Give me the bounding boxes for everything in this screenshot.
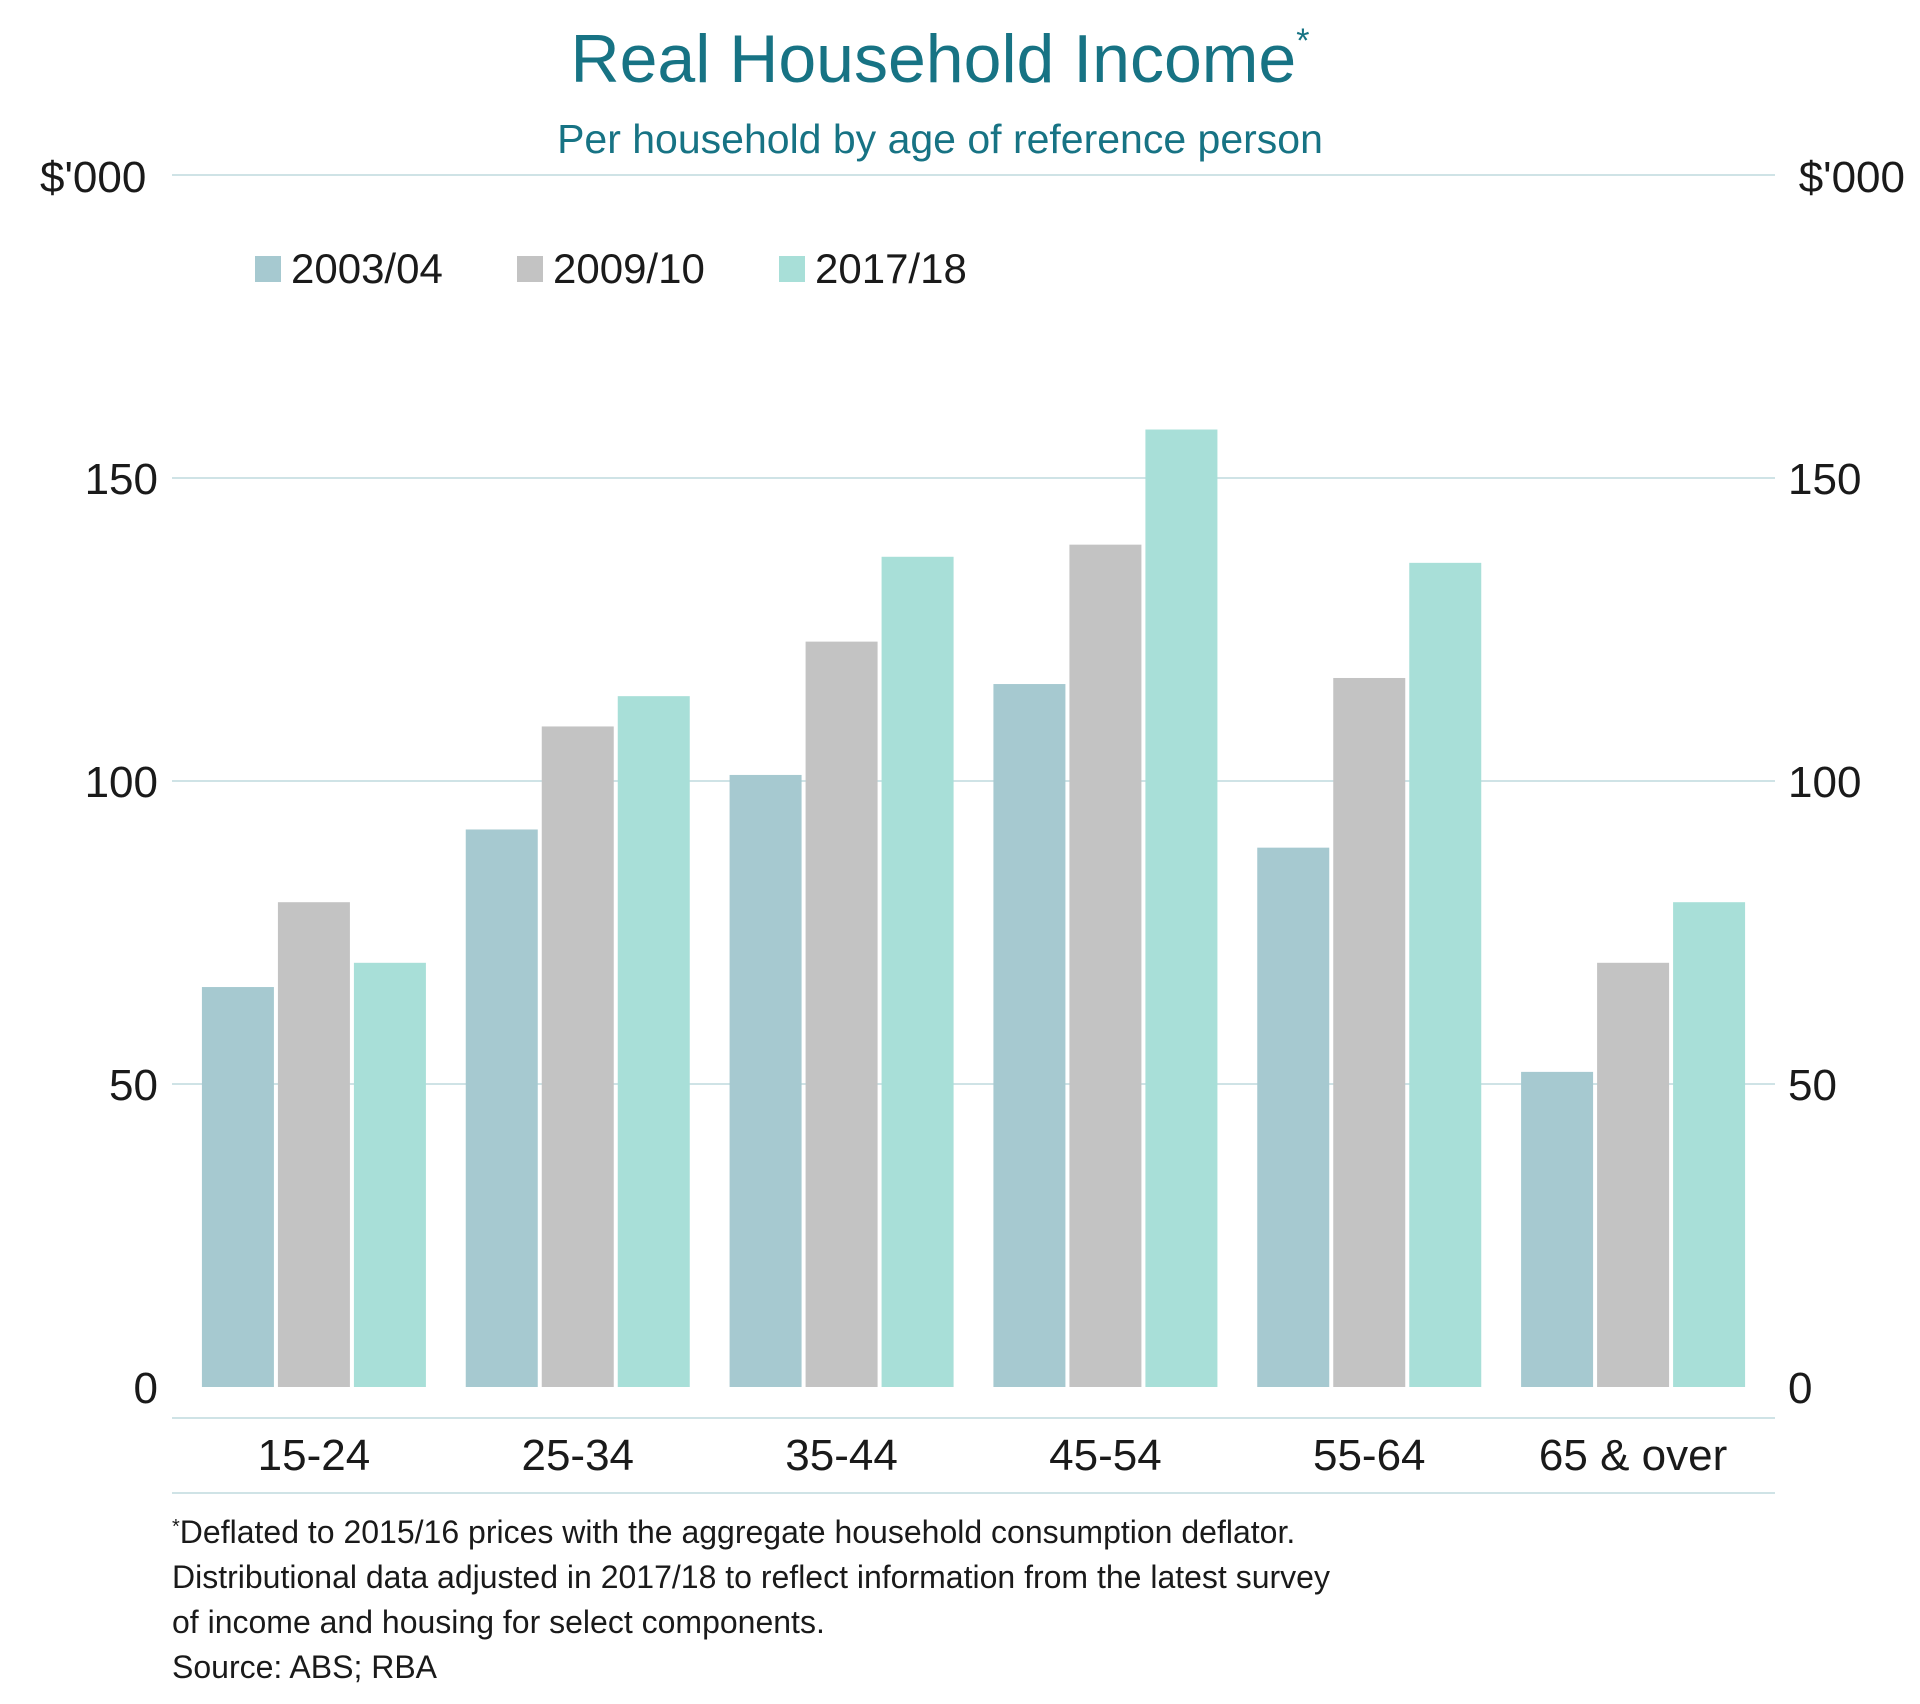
x-tick-label: 25-34 — [521, 1431, 634, 1480]
bar-45-54-2009-10 — [1069, 544, 1142, 1387]
bar-35-44-2017-18 — [881, 556, 954, 1387]
legend-swatch-2009-10 — [517, 256, 543, 282]
y-axis-unit-right: $'000 — [1799, 153, 1905, 202]
legend-label-2009-10: 2009/10 — [553, 245, 705, 292]
y-tick-left-0: 0 — [134, 1364, 158, 1413]
bar-15-24-2003-04 — [201, 987, 274, 1387]
bar-55-64-2003-04 — [1257, 847, 1330, 1387]
x-tick-labels: 15-24 25-34 35-44 45-54 55-64 65 & over — [258, 1431, 1728, 1480]
x-tick-label: 55-64 — [1313, 1431, 1426, 1480]
source-note: Source: ABS; RBA — [172, 1649, 438, 1685]
bars — [201, 429, 1746, 1387]
bar-35-44-2003-04 — [729, 774, 802, 1387]
bar-15-24-2009-10 — [277, 902, 350, 1387]
y-tick-right-0: 0 — [1788, 1364, 1812, 1413]
y-tick-right-50: 50 — [1788, 1061, 1837, 1110]
gridlines — [172, 477, 1775, 1085]
chart-subtitle: Per household by age of reference person — [557, 116, 1323, 162]
y-tick-left-50: 50 — [109, 1061, 158, 1110]
y-tick-right-150: 150 — [1788, 455, 1861, 504]
x-tick-label: 15-24 — [258, 1431, 371, 1480]
legend-label-2003-04: 2003/04 — [291, 245, 443, 292]
y-tick-left-100: 100 — [85, 758, 158, 807]
footnote-text-1: Deflated to 2015/16 prices with the aggr… — [180, 1514, 1295, 1550]
legend-swatch-2003-04 — [255, 256, 281, 282]
y-tick-left-150: 150 — [85, 455, 158, 504]
footnote-line-2: Distributional data adjusted in 2017/18 … — [172, 1559, 1330, 1595]
bar-25-34-2017-18 — [617, 696, 690, 1387]
bar-25-34-2009-10 — [541, 726, 614, 1387]
bar-65-over-2017-18 — [1673, 902, 1746, 1387]
legend-swatch-2017-18 — [779, 256, 805, 282]
chart-title-group: Real Household Income* — [571, 21, 1310, 97]
bar-15-24-2017-18 — [353, 962, 426, 1387]
x-tick-label: 65 & over — [1539, 1431, 1727, 1480]
footnote-line-3: of income and housing for select compone… — [172, 1604, 825, 1640]
x-tick-label: 45-54 — [1049, 1431, 1162, 1480]
bar-45-54-2003-04 — [993, 684, 1066, 1387]
y-axis-unit-left: $'000 — [40, 153, 146, 202]
bar-55-64-2017-18 — [1409, 562, 1482, 1387]
bar-45-54-2017-18 — [1145, 429, 1218, 1387]
chart-title: Real Household Income — [571, 21, 1297, 97]
x-tick-label: 35-44 — [785, 1431, 898, 1480]
footnote-line-1: *Deflated to 2015/16 prices with the agg… — [172, 1514, 1295, 1550]
bar-25-34-2003-04 — [465, 829, 538, 1387]
bar-55-64-2009-10 — [1333, 677, 1406, 1387]
bar-65-over-2009-10 — [1597, 962, 1670, 1387]
footnote-marker: * — [172, 1516, 180, 1538]
y-tick-labels: 0 0 50 50 100 100 150 150 — [85, 455, 1862, 1413]
bar-35-44-2009-10 — [805, 641, 878, 1387]
bar-65-over-2003-04 — [1521, 1071, 1594, 1387]
y-tick-right-100: 100 — [1788, 758, 1861, 807]
title-footnote-marker: * — [1296, 22, 1309, 60]
legend-label-2017-18: 2017/18 — [815, 245, 967, 292]
legend: 2003/04 2009/10 2017/18 — [255, 245, 967, 292]
